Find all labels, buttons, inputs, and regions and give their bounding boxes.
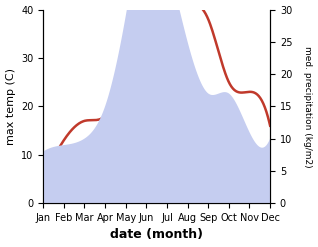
Y-axis label: max temp (C): max temp (C) [5, 68, 16, 145]
Y-axis label: med. precipitation (kg/m2): med. precipitation (kg/m2) [303, 45, 313, 167]
X-axis label: date (month): date (month) [110, 228, 203, 242]
